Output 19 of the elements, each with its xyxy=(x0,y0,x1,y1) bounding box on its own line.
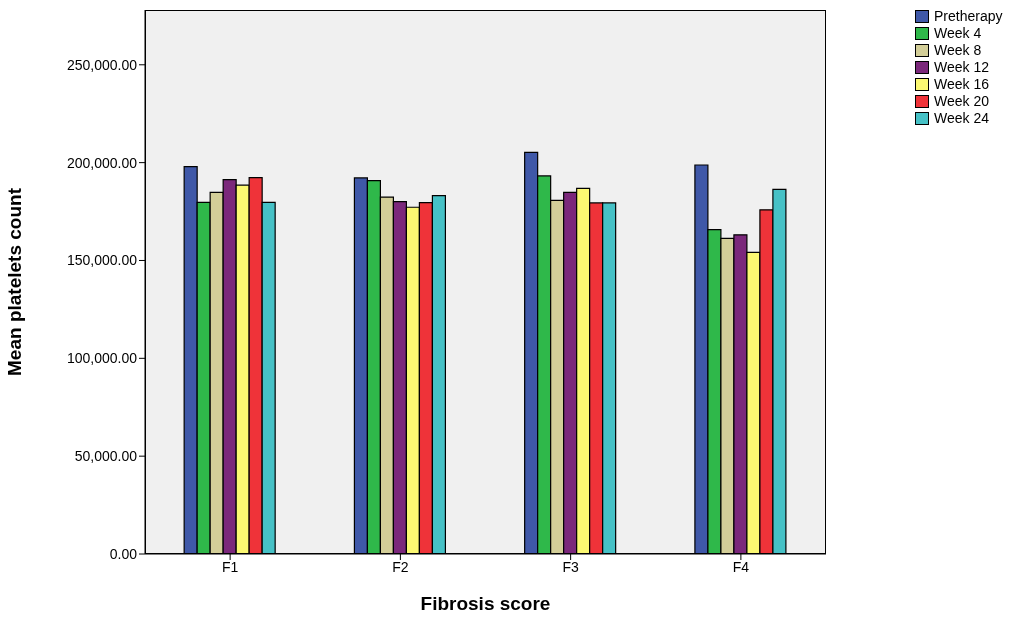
legend-label: Week 24 xyxy=(934,110,989,127)
y-tick-label: 200,000.00 xyxy=(66,154,138,171)
x-tick-label: F4 xyxy=(732,558,750,575)
legend-label: Week 20 xyxy=(934,93,989,110)
y-tick-label: 150,000.00 xyxy=(66,252,138,269)
x-tick-label: F1 xyxy=(221,558,239,575)
y-axis-title: Mean platelets count xyxy=(3,187,25,376)
legend-label: Week 8 xyxy=(934,42,982,59)
x-tick-label: F2 xyxy=(392,558,409,575)
legend-label: Week 4 xyxy=(934,25,982,42)
y-tick-label: 50,000.00 xyxy=(74,448,138,465)
legend-label: Pretherapy xyxy=(934,8,1003,25)
legend-label: Week 12 xyxy=(934,59,989,76)
x-axis-title: Fibrosis score xyxy=(420,593,551,614)
x-tick-label: F3 xyxy=(562,558,579,575)
y-tick-label: 0.00 xyxy=(109,545,138,562)
y-tick-label: 100,000.00 xyxy=(66,350,138,367)
legend-label: Week 16 xyxy=(934,76,989,93)
y-tick-label: 250,000.00 xyxy=(66,56,138,73)
